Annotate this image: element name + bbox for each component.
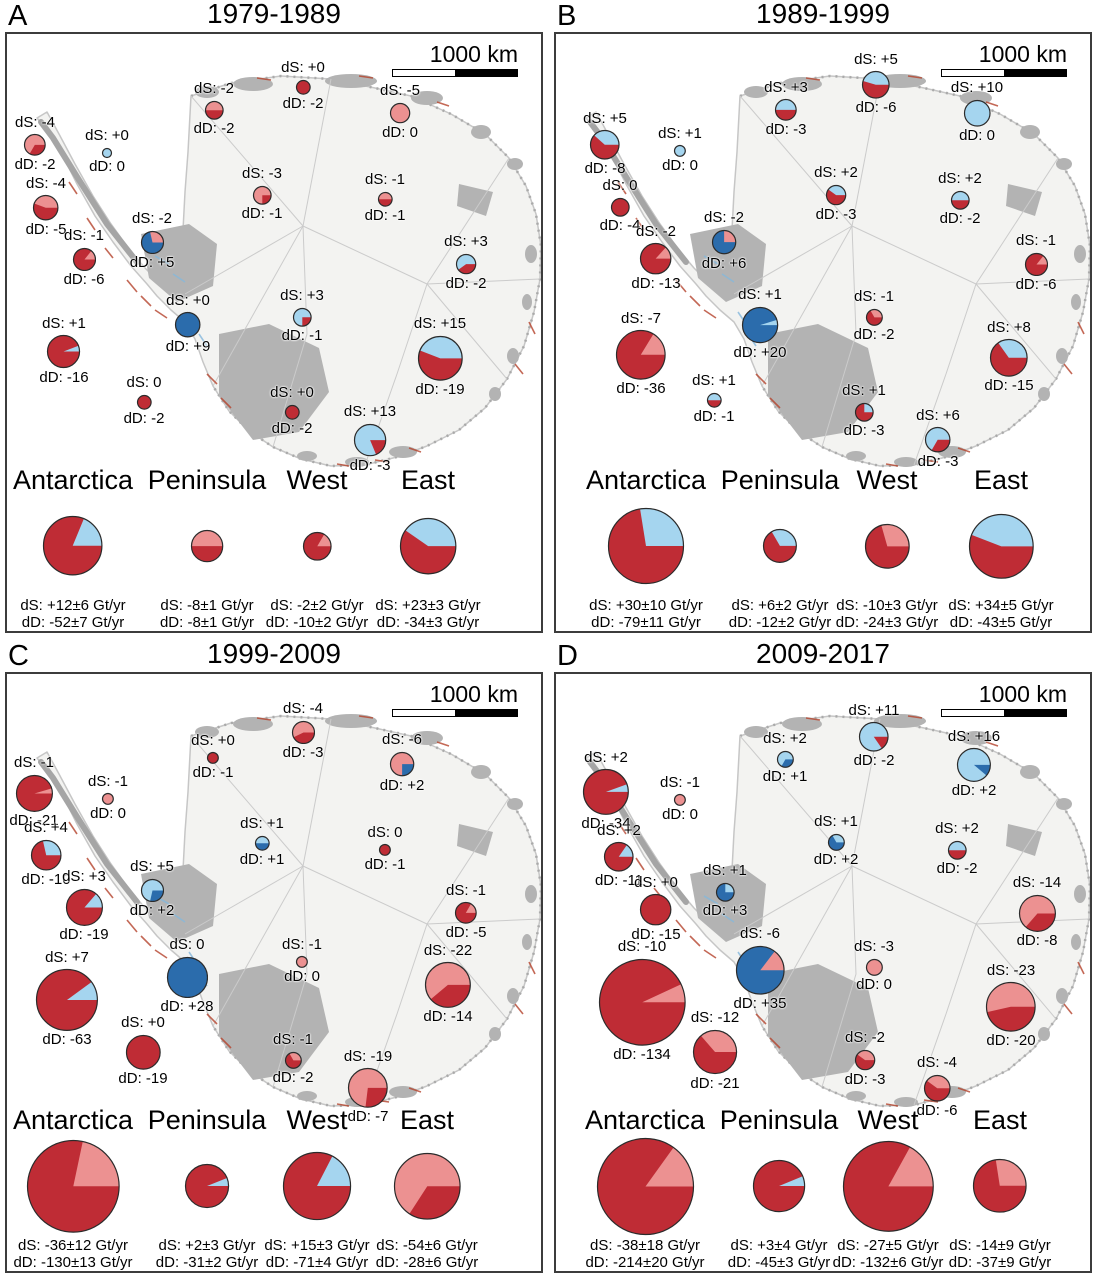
map-scale-bar: 1000 km bbox=[941, 42, 1067, 77]
scale-bar-graphic bbox=[941, 69, 1067, 77]
scale-bar-label: 1000 km bbox=[978, 681, 1067, 707]
map-scale-bar: 1000 km bbox=[392, 42, 518, 77]
panel-title: 1989-1999 bbox=[756, 0, 890, 29]
panel-letter: B bbox=[557, 0, 577, 32]
panel-title: 1999-2009 bbox=[207, 638, 341, 669]
scale-bar-label: 1000 km bbox=[429, 681, 518, 707]
antarctica-basemap bbox=[556, 34, 1090, 470]
scale-bar-graphic bbox=[392, 709, 518, 717]
panel-letter: C bbox=[8, 640, 29, 672]
panel-A: A 1979-1989 1000 km dS: +0 dD: -2 dS: -2 dD… bbox=[0, 0, 549, 640]
panel-title: 1979-1989 bbox=[207, 0, 341, 29]
panel-title: 2009-2017 bbox=[756, 638, 890, 669]
panel-B: B 1989-1999 1000 km dS: +5 dD: -6 dS: +3 dD… bbox=[549, 0, 1098, 640]
scale-bar-graphic bbox=[392, 69, 518, 77]
antarctica-basemap bbox=[7, 34, 541, 470]
scale-bar-label: 1000 km bbox=[978, 41, 1067, 67]
scale-bar-graphic bbox=[941, 709, 1067, 717]
antarctica-basemap bbox=[7, 674, 541, 1110]
map-scale-bar: 1000 km bbox=[392, 682, 518, 717]
scale-bar-label: 1000 km bbox=[429, 41, 518, 67]
map-scale-bar: 1000 km bbox=[941, 682, 1067, 717]
panel-D: D 2009-2017 1000 km dS: +11 dD: -2 dS: +2 d… bbox=[549, 638, 1098, 1280]
panel-letter: D bbox=[557, 640, 578, 672]
panel-letter: A bbox=[8, 0, 28, 32]
antarctica-basemap bbox=[556, 674, 1090, 1110]
panel-C: C 1999-2009 1000 km dS: -4 dD: -3 dS: +0 dD… bbox=[0, 638, 549, 1280]
